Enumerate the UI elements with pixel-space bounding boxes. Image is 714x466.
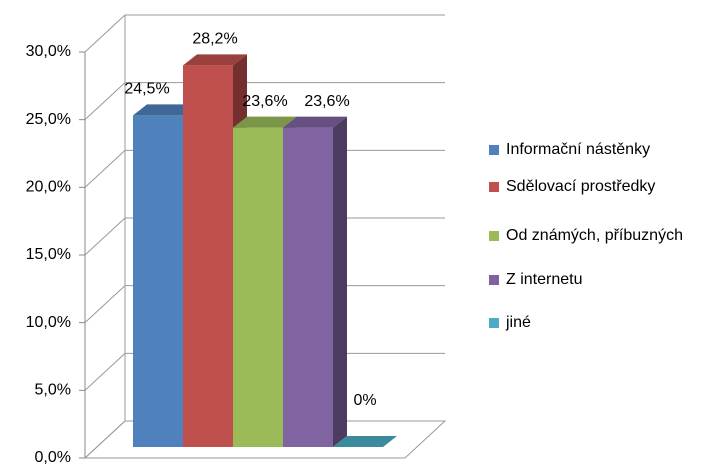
legend-swatch [489,231,499,241]
bar [183,65,233,448]
value-label: 24,5% [124,81,169,98]
value-label: 0% [353,392,376,409]
legend-label: jiné [505,314,531,331]
value-label: 28,2% [192,31,237,48]
legend-swatch [489,318,499,328]
y-tick-label: 10,0% [26,314,71,331]
bar-top [133,104,197,116]
y-tick-label: 5,0% [35,382,71,399]
grid-line [84,14,445,53]
legend-swatch [489,275,499,285]
legend-label: Z internetu [506,271,582,288]
bar-top [333,436,397,447]
legend-swatch [489,182,499,192]
y-tick-label: 25,0% [26,111,71,128]
value-label: 23,6% [304,93,349,110]
legend-label: Od známých, příbuzných [506,227,683,244]
y-tick-label: 15,0% [26,246,71,263]
bar-top [233,116,297,128]
bar [283,127,333,447]
y-tick-label: 20,0% [26,179,71,196]
legend-label: Informační nástěnky [506,141,650,158]
bar-top [283,116,347,128]
legend-label: Sdělovací prostředky [506,178,655,195]
y-tick-label: 30,0% [26,43,71,60]
bar-top [183,54,247,66]
bar-side [333,116,347,447]
grid-line [84,82,445,121]
legend-swatch [489,145,499,155]
bar [233,127,283,447]
value-label: 23,6% [242,93,287,110]
y-tick-label: 0,0% [35,449,71,466]
bar [133,115,183,447]
